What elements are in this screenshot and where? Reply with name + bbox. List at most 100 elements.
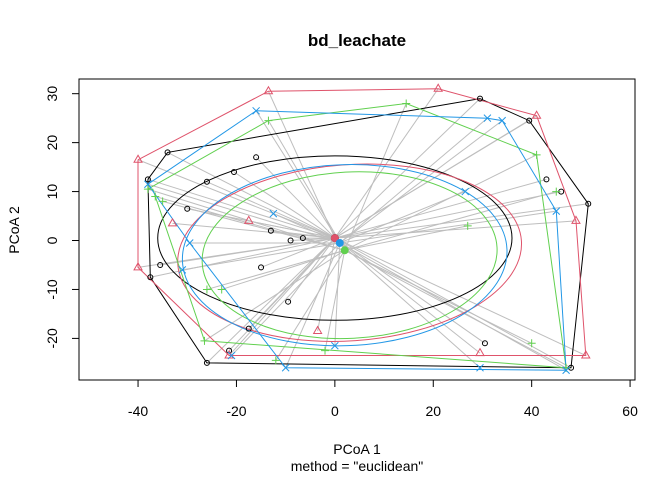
group-centroid (340, 246, 349, 255)
data-point (562, 366, 570, 375)
data-point (526, 117, 533, 124)
data-point (483, 114, 492, 123)
spider-segment (334, 88, 439, 239)
spider-segment (339, 120, 503, 244)
spider-segment (334, 178, 547, 239)
group-centroid (330, 234, 339, 243)
group-hull (147, 98, 589, 369)
spider-segment (267, 91, 336, 239)
data-point (245, 325, 252, 332)
data-point (143, 185, 152, 194)
data-point (230, 168, 237, 175)
spider-segment (268, 120, 346, 251)
data-point (252, 106, 260, 115)
data-point (461, 187, 470, 196)
data-point (481, 340, 488, 347)
spider-segment (275, 250, 346, 361)
data-point (158, 197, 167, 206)
x-tick-label: 60 (622, 403, 638, 419)
spider-segment (339, 210, 557, 244)
data-point (167, 217, 178, 227)
data-point (312, 325, 323, 335)
data-point (475, 347, 485, 357)
data-point (285, 298, 292, 305)
plot-frame (78, 78, 636, 381)
data-point (178, 266, 187, 274)
spider-segment (339, 242, 567, 371)
spider-segment (344, 249, 532, 344)
data-point (243, 215, 254, 224)
group-ellipse (201, 171, 498, 340)
spider-segment (344, 225, 468, 251)
spider-segment (285, 242, 341, 368)
x-tick-label: 20 (425, 403, 441, 419)
data-point (476, 363, 484, 372)
data-point (532, 150, 541, 159)
spider-segment (167, 151, 336, 239)
spider-segment (248, 220, 335, 239)
spider-segment (324, 250, 346, 351)
data-point (217, 285, 226, 294)
spider-segment (334, 191, 562, 239)
data-point (321, 346, 330, 355)
spider-segment (273, 213, 340, 244)
spider-segment (334, 237, 572, 369)
spider-segment (221, 249, 345, 290)
x-tick-label: 40 (524, 403, 540, 419)
data-point (133, 154, 143, 163)
data-point (144, 180, 152, 189)
spider-segment (137, 159, 336, 239)
data-point (571, 215, 581, 224)
data-point (253, 154, 260, 161)
spider-segment (172, 222, 335, 239)
y-tick-label: 10 (44, 184, 60, 200)
chart-title: bd_leachate (308, 31, 406, 50)
data-point (498, 116, 507, 125)
data-point (269, 209, 278, 218)
spider-segment (344, 154, 537, 251)
data-point (227, 351, 236, 360)
data-point (267, 227, 274, 234)
data-point (147, 274, 154, 281)
data-point (552, 207, 561, 215)
data-point (331, 341, 339, 350)
data-point (477, 95, 484, 102)
x-tick-label: 0 (331, 403, 339, 419)
spider-segment (204, 249, 345, 342)
spider-segment (206, 181, 336, 239)
chart-subtitle: method = "euclidean" (291, 458, 424, 474)
spider-segment (334, 237, 486, 344)
data-point (184, 205, 191, 212)
data-point (552, 187, 561, 196)
data-point (463, 221, 472, 230)
data-point (271, 356, 280, 365)
data-point (200, 336, 209, 345)
data-point (433, 83, 444, 92)
x-axis-label: PCoA 1 (333, 441, 381, 457)
data-point (185, 239, 194, 247)
spider-segment (334, 242, 341, 346)
spider-segment (162, 200, 345, 251)
data-point (258, 264, 265, 271)
group-centroid (335, 238, 344, 247)
data-point (287, 237, 294, 244)
data-point (580, 350, 591, 359)
spider-segment (206, 249, 345, 290)
group-hull (147, 102, 567, 369)
y-axis-label: PCoA 2 (6, 206, 22, 254)
spider-segment (182, 242, 340, 271)
spider-segment (344, 191, 557, 251)
y-tick-label: 30 (44, 86, 60, 102)
data-point (585, 200, 592, 207)
data-point (281, 363, 290, 372)
spider-segment (334, 203, 589, 239)
y-tick-label: 0 (44, 236, 60, 244)
y-tick-label: -20 (44, 328, 60, 348)
group-hull (137, 88, 587, 356)
spider-segment (147, 183, 340, 244)
spider-segment (231, 242, 341, 356)
y-tick-label: -10 (44, 279, 60, 299)
plot-layer (133, 83, 592, 375)
data-point (157, 261, 164, 268)
